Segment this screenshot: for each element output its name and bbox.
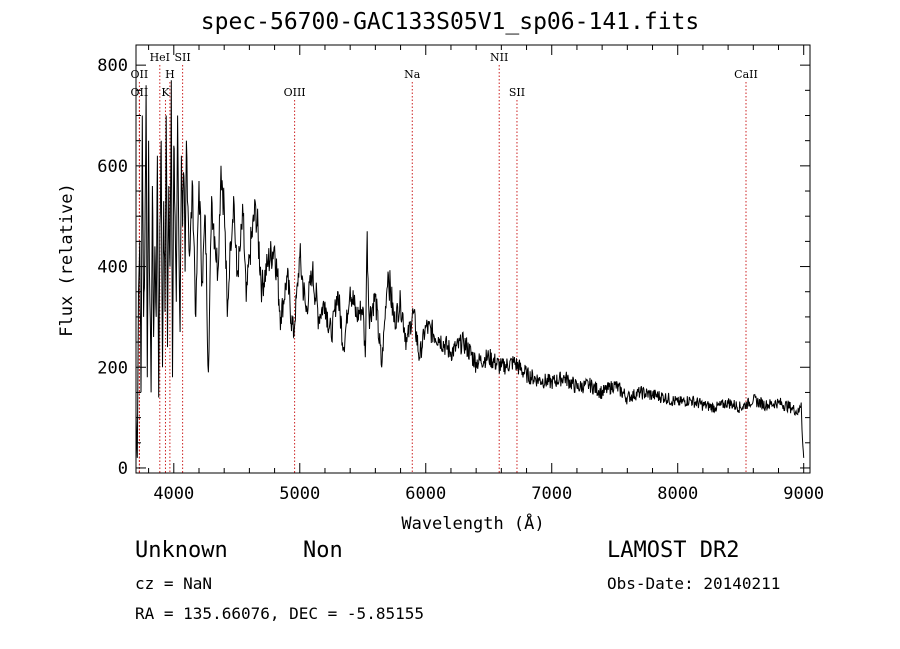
plot-frame	[135, 44, 811, 474]
class-label: Unknown	[135, 538, 228, 563]
emission-line-label: SII	[509, 86, 525, 99]
x-axis-label: Wavelength (Å)	[401, 512, 544, 534]
emission-line-label: Na	[404, 68, 421, 81]
emission-line-label: OIII	[284, 86, 306, 99]
emission-line-label: OII	[131, 86, 149, 99]
emission-line-label: CaII	[734, 68, 758, 81]
y-tick-label: 0	[118, 459, 128, 479]
emission-line-label: HeI	[150, 51, 170, 64]
x-tick-label: 7000	[531, 484, 572, 504]
emission-line-label: NII	[490, 51, 508, 64]
x-tick-label: 4000	[153, 484, 194, 504]
emission-line-label: H	[165, 68, 175, 81]
cz-label: cz = NaN	[135, 574, 213, 593]
x-tick-label: 8000	[657, 484, 698, 504]
spectrum-line	[135, 80, 805, 458]
obs-date-label: Obs-Date: 20140211	[607, 574, 781, 593]
x-tick-label: 9000	[783, 484, 824, 504]
x-tick-label: 5000	[279, 484, 320, 504]
y-tick-label: 600	[97, 157, 128, 177]
axis-ticks: 4000 5000 6000 7000 8000 9000 0 200 400 600 800	[97, 45, 824, 504]
y-tick-label: 800	[97, 56, 128, 76]
x-tick-label: 6000	[405, 484, 446, 504]
y-axis-label: Flux (relative)	[57, 183, 77, 337]
subclass-label: Non	[303, 538, 343, 563]
chart-title: spec-56700-GAC133S05V1_sp06-141.fits	[200, 9, 700, 35]
y-tick-label: 200	[97, 358, 128, 378]
emission-line-label: OII	[131, 68, 149, 81]
survey-label: LAMOST DR2	[607, 538, 740, 563]
coords-label: RA = 135.66076, DEC = -5.85155	[135, 604, 424, 623]
emission-line-label: K	[161, 86, 170, 99]
emission-line-label: SII	[174, 51, 190, 64]
y-tick-label: 400	[97, 258, 128, 278]
